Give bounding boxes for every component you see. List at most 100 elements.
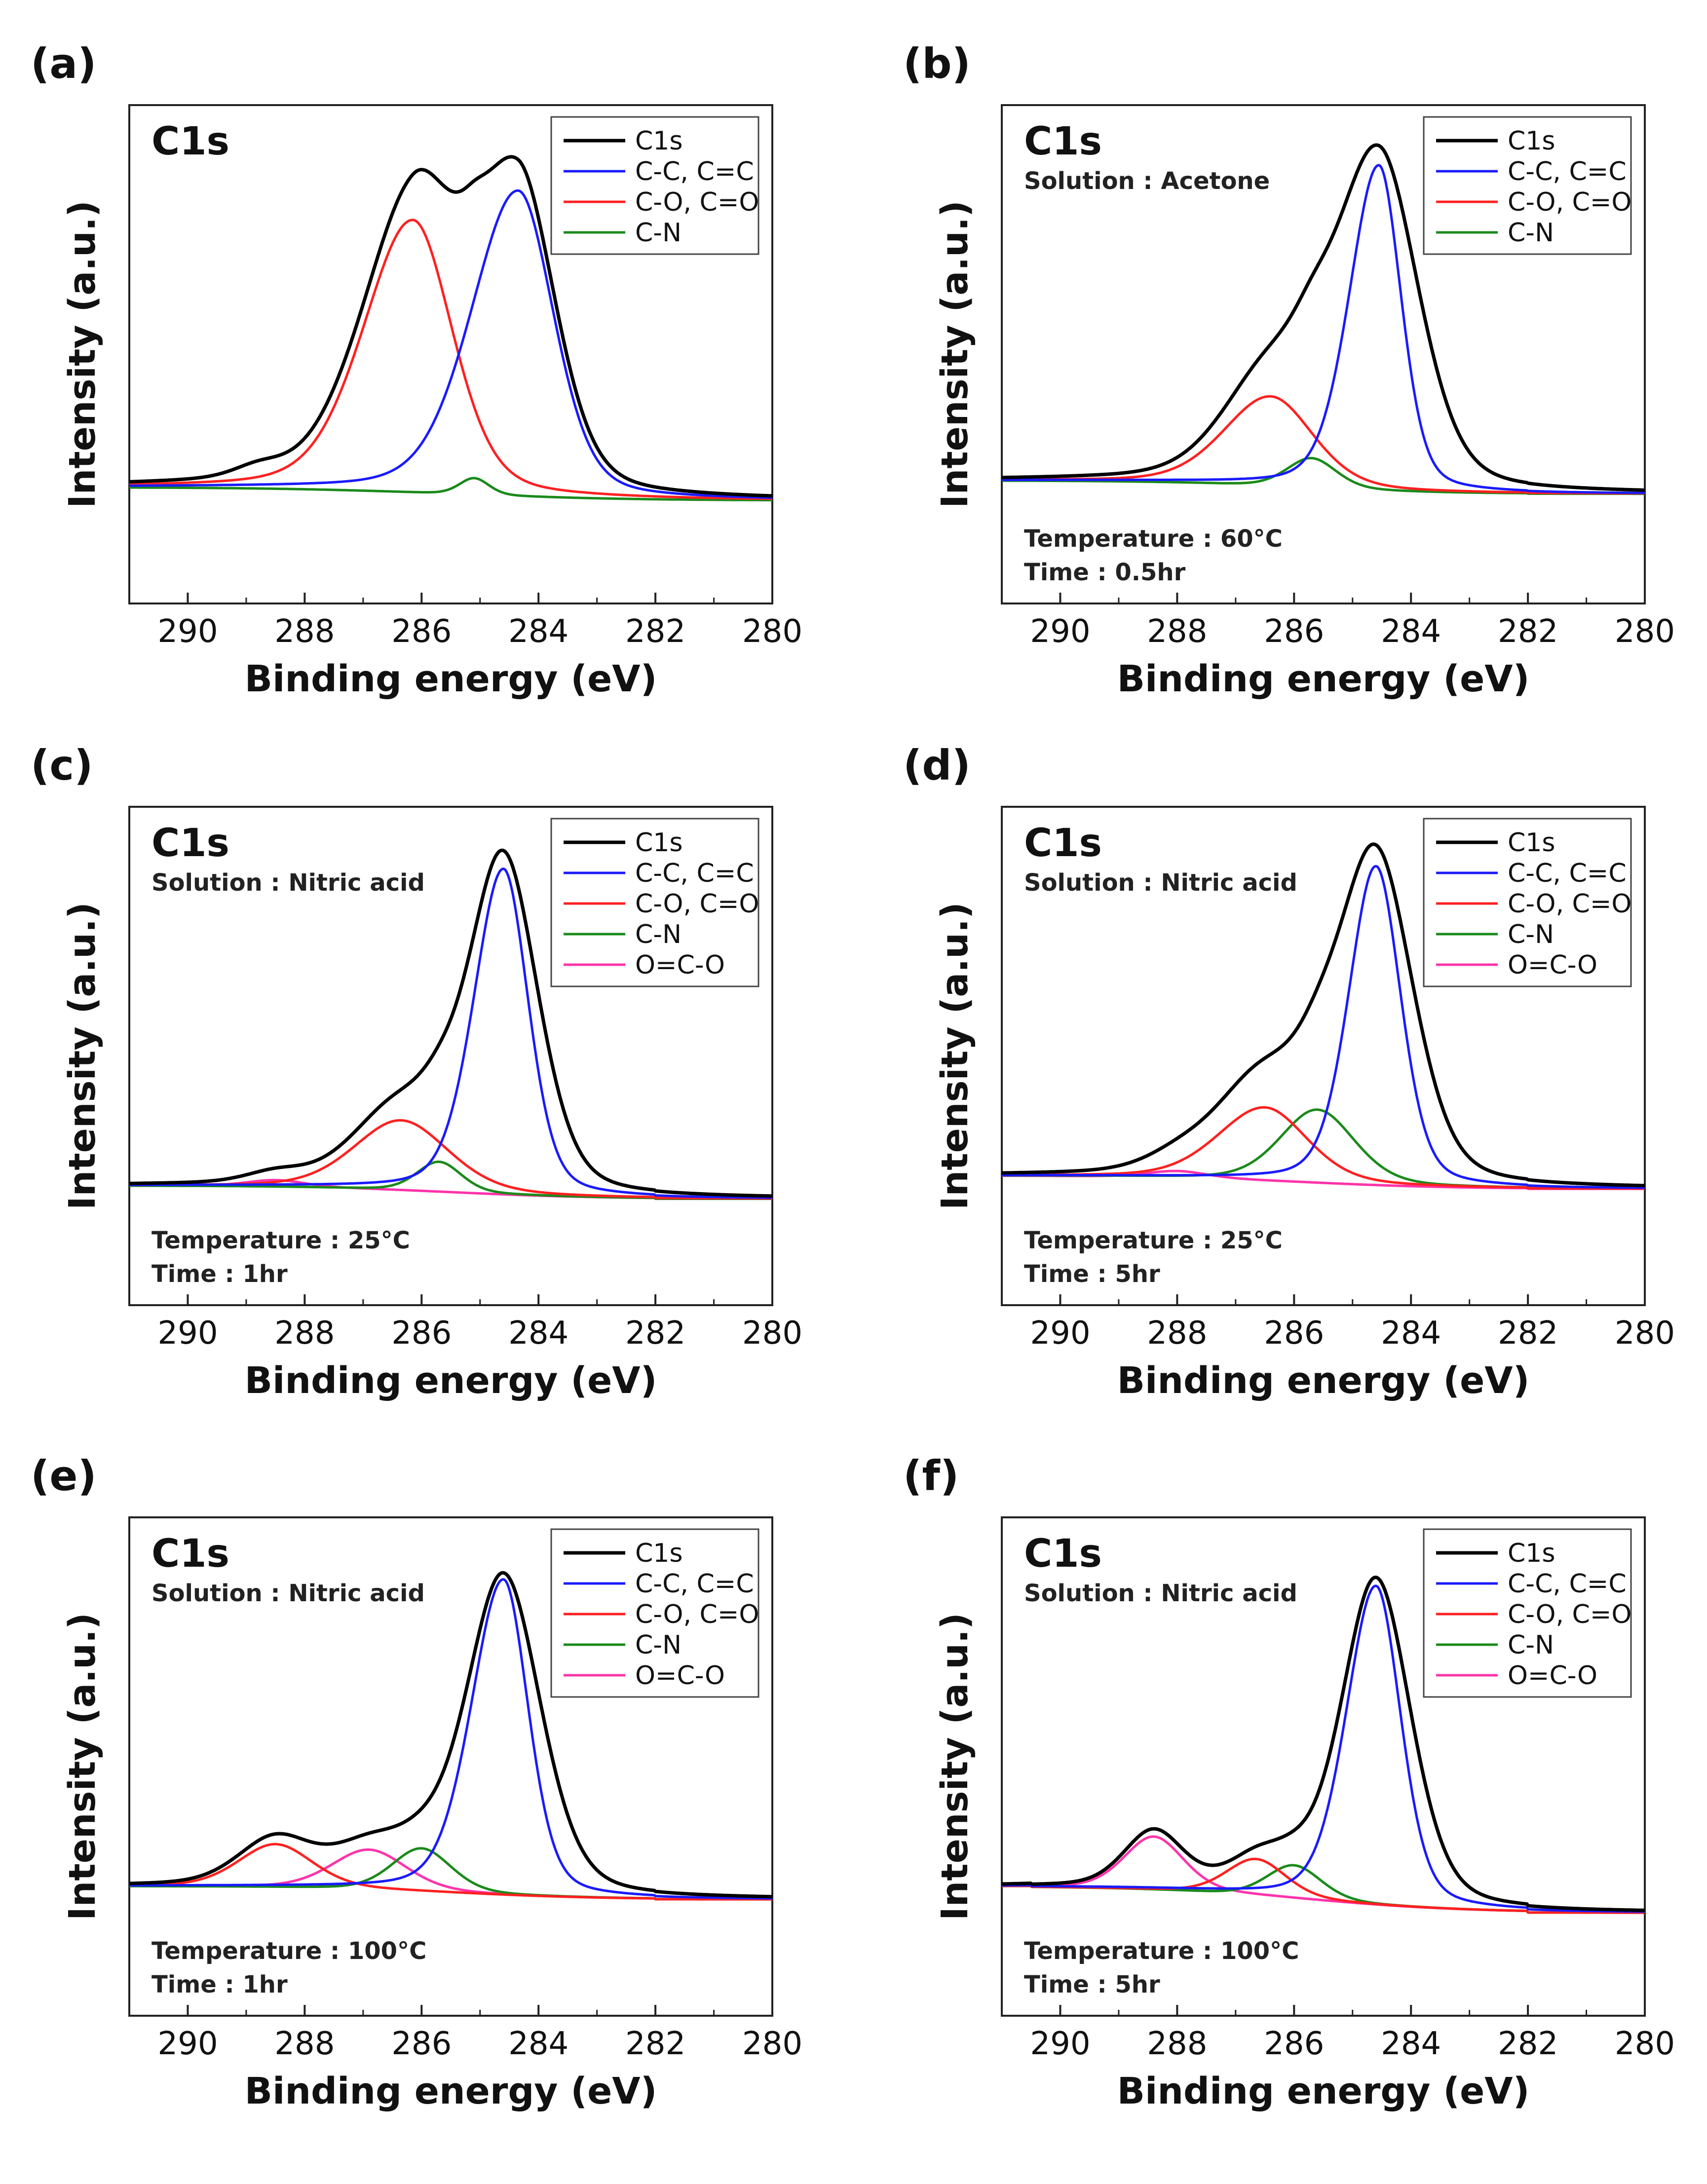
panel-e: (e) 290 288 286 284 282 280 Binding energy (eV)… bbox=[31, 1452, 802, 2112]
x-tick-label: 288 bbox=[1147, 1315, 1207, 1352]
x-tick-label: 288 bbox=[1147, 2026, 1207, 2062]
curves bbox=[129, 155, 772, 502]
series-line-c-c-c-c bbox=[129, 189, 772, 499]
panel-label: (a) bbox=[31, 39, 96, 88]
legend-entry: C-C, C=C bbox=[1508, 157, 1627, 187]
condition-text: Solution : Nitric acid bbox=[152, 1580, 425, 1607]
legend-entry: C-O, C=O bbox=[635, 188, 759, 217]
peak-label: C1s bbox=[1024, 1532, 1102, 1576]
y-axis-title: Intensity (a.u.) bbox=[61, 1613, 104, 1920]
condition-text: Temperature : 25°C bbox=[1024, 1227, 1283, 1254]
panel-d: (d) 290 288 286 284 282 280 Binding energy (eV)… bbox=[903, 741, 1675, 1402]
condition-text: Temperature : 100°C bbox=[1024, 1937, 1299, 1965]
legend-entry: C1s bbox=[1508, 1539, 1555, 1568]
x-tick-label: 282 bbox=[1498, 1315, 1558, 1352]
plot-frame bbox=[1001, 806, 1646, 1306]
x-axis-title: Binding energy (eV) bbox=[1117, 658, 1530, 700]
x-tick-label: 290 bbox=[1030, 613, 1090, 650]
x-tick-label: 288 bbox=[274, 2026, 335, 2062]
plot-frame bbox=[1001, 104, 1646, 604]
panel-f: (f) 290 288 286 284 282 280 Binding energy (eV)… bbox=[903, 1452, 1675, 2112]
plot-frame bbox=[1001, 1516, 1646, 2017]
condition-text: Solution : Nitric acid bbox=[152, 869, 425, 897]
condition-text: Time : 5hr bbox=[1024, 1260, 1160, 1288]
series-line-c1s bbox=[129, 848, 772, 1198]
x-tick-label: 280 bbox=[742, 613, 802, 650]
series-line-c-o-c-o bbox=[129, 1843, 772, 1901]
series-line-c-o-c-o bbox=[1002, 395, 1645, 495]
x-tick-label: 280 bbox=[742, 2026, 802, 2062]
series-line-c-c-c-c bbox=[1002, 164, 1645, 494]
peak-label: C1s bbox=[1024, 119, 1102, 164]
condition-text: Solution : Nitric acid bbox=[1024, 869, 1297, 897]
legend-entry: C1s bbox=[1508, 828, 1555, 858]
legend-entry: C-O, C=O bbox=[1508, 1600, 1631, 1629]
plot-frame bbox=[128, 1516, 773, 2017]
legend-entry: C-C, C=C bbox=[635, 859, 754, 888]
x-axis-title: Binding energy (eV) bbox=[1117, 1359, 1530, 1402]
condition-text: Temperature : 60°C bbox=[1024, 525, 1283, 553]
x-axis-title: Binding energy (eV) bbox=[245, 658, 657, 700]
condition-text: Time : 1hr bbox=[152, 1971, 288, 1998]
condition-text: Time : 1hr bbox=[152, 1260, 288, 1288]
legend-entry: C-O, C=O bbox=[635, 889, 759, 919]
x-tick-label: 288 bbox=[1147, 613, 1207, 650]
legend-entry: C-O, C=O bbox=[1508, 188, 1631, 217]
legend-entry: C-O, C=O bbox=[1508, 889, 1631, 919]
curves bbox=[129, 848, 772, 1200]
x-tick-label: 280 bbox=[1615, 613, 1675, 650]
x-axis-title: Binding energy (eV) bbox=[245, 2070, 657, 2112]
panel-label: (d) bbox=[903, 741, 971, 790]
condition-text: Time : 5hr bbox=[1024, 1971, 1160, 1998]
x-tick-label: 286 bbox=[391, 2026, 452, 2062]
x-tick-label: 282 bbox=[625, 613, 685, 650]
condition-text: Solution : Acetone bbox=[1024, 167, 1270, 195]
series-line-c-o-c-o bbox=[129, 219, 772, 500]
x-tick-label: 282 bbox=[625, 2026, 685, 2062]
x-tick-label: 290 bbox=[1030, 2026, 1090, 2062]
x-tick-label: 282 bbox=[1498, 2026, 1558, 2062]
legend-entry: O=C-O bbox=[635, 950, 725, 980]
x-tick-label: 286 bbox=[1264, 2026, 1324, 2062]
peak-label: C1s bbox=[1024, 821, 1102, 866]
series-line-c1s bbox=[1002, 842, 1645, 1188]
legend-entry: C-C, C=C bbox=[635, 1569, 754, 1599]
legend-entry: C-N bbox=[1508, 920, 1554, 949]
x-axis-title: Binding energy (eV) bbox=[1117, 2070, 1530, 2112]
x-tick-label: 286 bbox=[391, 613, 452, 650]
peak-label: C1s bbox=[152, 1532, 229, 1576]
legend-entry: C1s bbox=[1508, 126, 1555, 156]
legend-entry: O=C-O bbox=[635, 1661, 725, 1691]
legend-entry: C1s bbox=[635, 126, 683, 156]
x-tick-label: 290 bbox=[157, 1315, 218, 1352]
peak-label: C1s bbox=[152, 821, 229, 866]
legend-entry: C-C, C=C bbox=[1508, 1569, 1627, 1599]
legend-entry: C-N bbox=[635, 218, 682, 248]
legend-entry: C-N bbox=[635, 1630, 682, 1660]
x-tick-label: 280 bbox=[742, 1315, 802, 1352]
series-line-c1s bbox=[1002, 143, 1645, 492]
x-tick-label: 284 bbox=[508, 613, 569, 650]
x-tick-label: 280 bbox=[1615, 1315, 1675, 1352]
panel-c: (c) 290 288 286 284 282 280 Binding energy (eV)… bbox=[31, 741, 802, 1402]
panel-label: (f) bbox=[903, 1452, 959, 1500]
series-line-c1s bbox=[129, 155, 772, 498]
legend-entry: C-N bbox=[1508, 1630, 1554, 1660]
series-line-c1s bbox=[129, 1571, 772, 1899]
series-line-c-c-c-c bbox=[129, 1578, 772, 1900]
panel-label: (b) bbox=[903, 39, 971, 88]
panel-label: (c) bbox=[31, 741, 93, 790]
x-tick-label: 284 bbox=[1381, 2026, 1441, 2062]
legend-entry: C-O, C=O bbox=[635, 1600, 759, 1629]
condition-text: Solution : Nitric acid bbox=[1024, 1580, 1297, 1607]
peak-label: C1s bbox=[152, 119, 229, 164]
y-axis-title: Intensity (a.u.) bbox=[934, 200, 976, 508]
legend-entry: C1s bbox=[635, 1539, 683, 1568]
x-tick-label: 284 bbox=[1381, 1315, 1441, 1352]
